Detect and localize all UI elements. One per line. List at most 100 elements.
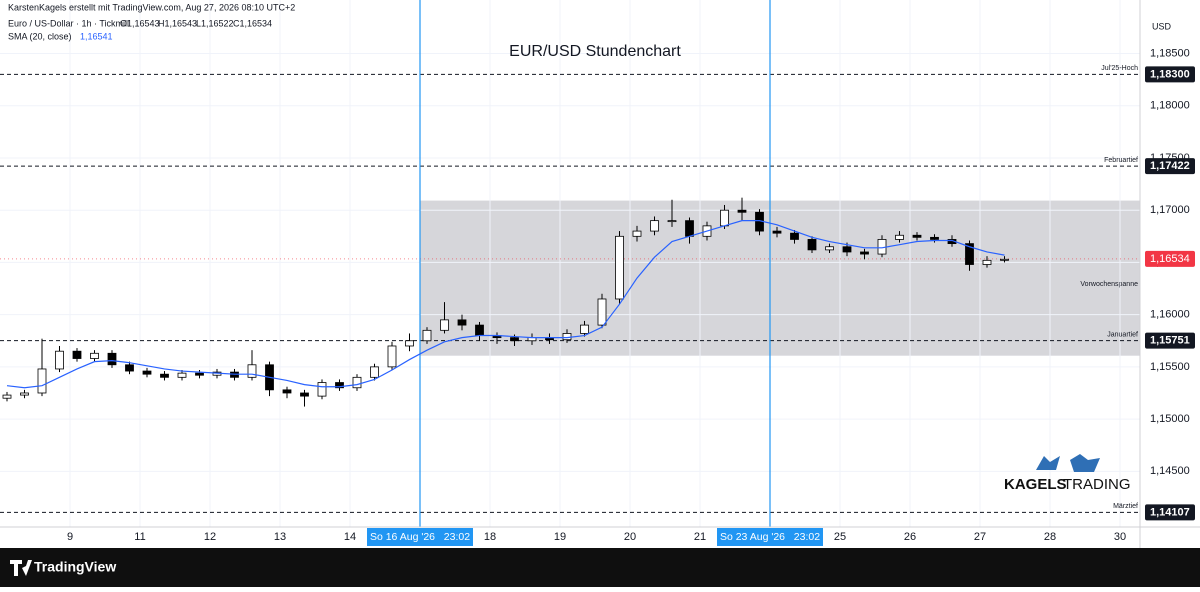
y-tick-label: 1,18000	[1150, 100, 1190, 112]
level-name: Märztief	[1113, 503, 1138, 510]
candle-body	[667, 220, 677, 223]
candle-body	[352, 376, 362, 389]
candle-body	[457, 319, 467, 326]
ohlc: L1,16522	[196, 18, 234, 28]
y-tick-label: 1,15500	[1150, 361, 1190, 373]
candle-body	[930, 236, 939, 240]
candle-body	[440, 319, 449, 331]
ohlc: O1,16543	[120, 18, 160, 28]
range-box	[420, 200, 1140, 356]
x-tick-label: 28	[1044, 531, 1056, 543]
candle-body	[895, 234, 904, 240]
candle-body	[737, 209, 747, 213]
footer-bar	[0, 548, 1200, 587]
axis-unit: USD	[1152, 21, 1172, 31]
crosshair-tag	[717, 528, 824, 546]
candle-body	[720, 209, 729, 227]
y-tick-label: 1,15000	[1150, 413, 1190, 425]
x-tick-label: 19	[554, 531, 566, 543]
candle-body	[55, 350, 64, 370]
last-price-label: 1,16534	[1150, 253, 1190, 265]
candle-body	[842, 246, 852, 253]
candle-body	[387, 345, 397, 368]
level-label: 1,15751	[1150, 335, 1190, 347]
last-price-tag	[1145, 250, 1195, 267]
candle-body	[615, 235, 624, 300]
candle-body	[1000, 258, 1009, 261]
crosshair-tag	[367, 528, 474, 546]
y-tick-label: 1,17000	[1150, 204, 1190, 216]
y-tick-label: 1,16000	[1150, 309, 1190, 321]
candle-body	[317, 382, 327, 397]
candle-body	[125, 364, 134, 372]
level-name: Januartief	[1107, 331, 1138, 338]
level-label: 1,14107	[1150, 506, 1190, 518]
level-label: 1,17422	[1150, 160, 1190, 172]
level-label: 1,18300	[1150, 68, 1190, 80]
indicator-value: 1,16541	[80, 31, 113, 41]
candle-body	[107, 352, 117, 366]
logo-bull	[1036, 456, 1060, 470]
credit: KarstenKagels erstellt mit TradingView.c…	[8, 2, 295, 12]
candle-body	[20, 392, 29, 396]
level-name: Februartief	[1104, 157, 1138, 164]
x-tick-label: 11	[134, 531, 145, 543]
x-tick-label: 18	[484, 531, 496, 543]
plot-front	[2, 0, 1009, 527]
x-tick-label: 14	[344, 531, 356, 543]
brand-name: TRADING	[1063, 476, 1131, 493]
candle-body	[510, 337, 519, 342]
brand-logo: KAGELS TRADING	[1004, 454, 1131, 493]
footer-brand[interactable]: TradingView	[34, 559, 116, 575]
candle-body	[825, 246, 834, 251]
candle-body	[965, 243, 974, 265]
candle-body	[422, 329, 432, 342]
candle-body	[405, 340, 414, 347]
brand-name: KAGELS	[1004, 476, 1067, 493]
level-tag	[1145, 158, 1195, 175]
candle-body	[580, 324, 589, 334]
candle-body	[90, 352, 99, 359]
candle-body	[72, 350, 82, 359]
candle-body	[177, 372, 187, 378]
ohlc: C1,16534	[233, 18, 272, 28]
candle-body	[772, 230, 782, 234]
candle-body	[790, 232, 799, 240]
level-tag	[1145, 332, 1195, 349]
x-tick-label: 9	[67, 531, 73, 543]
x-tick-label: 21	[694, 531, 706, 543]
symbol: Euro / US-Dollar · 1h · Tickmill	[8, 18, 129, 28]
candle-body	[335, 382, 344, 389]
level-name: Jul'25-Hoch	[1101, 65, 1138, 72]
y-tick-label: 1,18500	[1150, 47, 1190, 59]
sma-line	[6, 220, 1005, 389]
indicator: SMA (20, close)	[8, 31, 72, 41]
candle-body	[632, 230, 642, 237]
crosshair-label: So 23 Aug '26 23:02	[720, 531, 820, 543]
range-box-label: Vorwochenspanne	[1080, 281, 1138, 288]
candle-body	[282, 389, 292, 394]
x-tick-label: 25	[834, 531, 846, 543]
candle-body	[195, 372, 204, 376]
logo-bear	[1070, 454, 1100, 472]
candle-body	[142, 370, 152, 375]
candle-body	[2, 394, 12, 399]
candle-body	[475, 324, 484, 336]
x-tick-label: 13	[274, 531, 286, 543]
candle-body	[982, 259, 992, 265]
level-tag	[1145, 66, 1195, 83]
candle-body	[912, 234, 922, 238]
candle-body	[247, 364, 257, 378]
level-tag	[1145, 504, 1195, 521]
x-tick-label: 27	[974, 531, 986, 543]
candle-body	[370, 366, 379, 378]
candle-body	[562, 333, 572, 341]
crosshair-label: So 16 Aug '26 23:02	[370, 531, 470, 543]
candle-body	[597, 298, 607, 326]
candle-body	[807, 239, 817, 251]
x-tick-label: 26	[904, 531, 916, 543]
x-tick-label: 12	[204, 531, 216, 543]
candle-body	[650, 220, 659, 232]
